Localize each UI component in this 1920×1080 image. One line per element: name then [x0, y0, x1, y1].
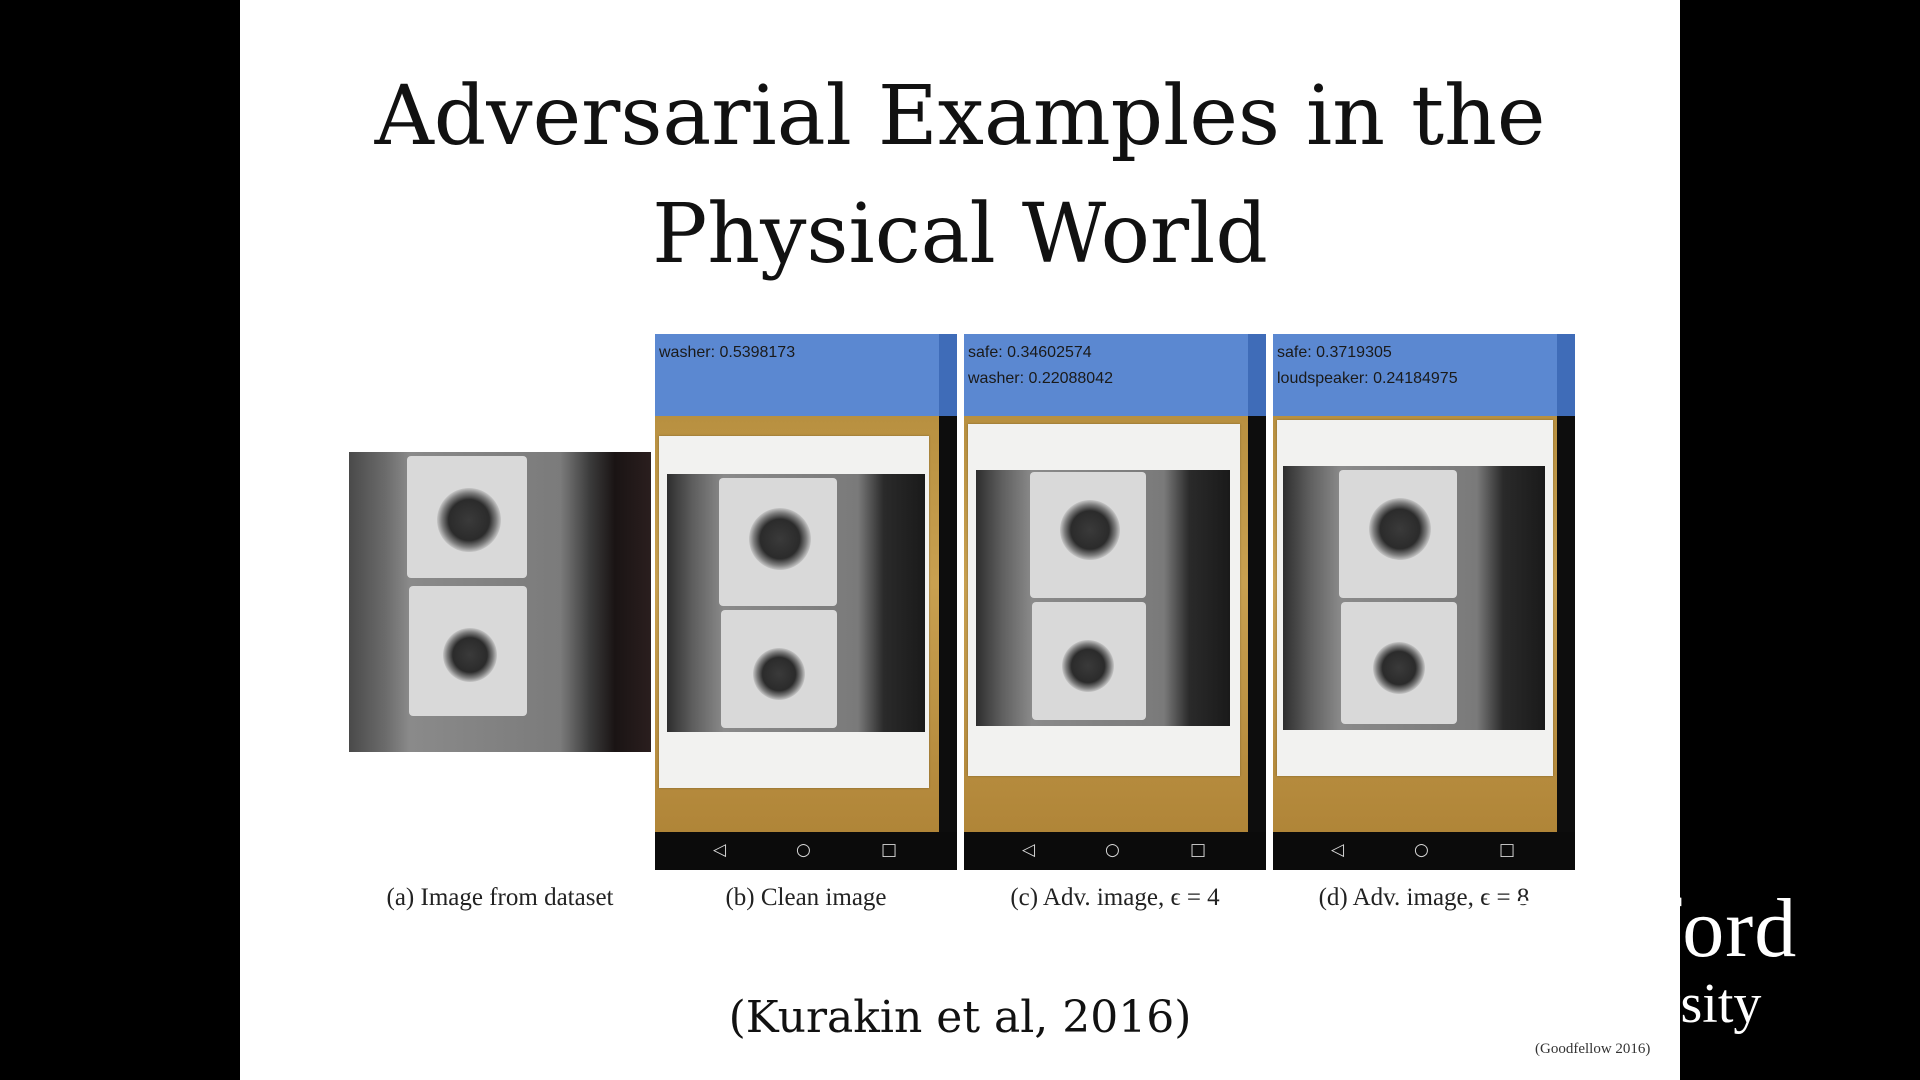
prediction-label-1: safe: 0.3719305 [1277, 344, 1392, 361]
android-nav-bar: ◁ ○ □ [1273, 832, 1575, 870]
stanford-logo-line2: University [1525, 973, 1762, 1035]
washer-door-bottom [443, 628, 497, 682]
printed-paper [968, 424, 1240, 776]
title-line-1: Adversarial Examples in the [374, 69, 1546, 164]
back-icon: ◁ [713, 840, 727, 860]
caption-a: (a) Image from dataset [386, 884, 614, 911]
phone-camera-view [655, 416, 939, 832]
dataset-image [349, 452, 651, 752]
printed-paper [1277, 420, 1553, 776]
printed-photo [976, 470, 1230, 726]
android-nav-bar: ◁ ○ □ [655, 832, 957, 870]
back-icon: ◁ [1022, 840, 1036, 860]
citation: (Kurakin et al, 2016) [728, 992, 1192, 1043]
caption-b: (b) Clean image [725, 884, 887, 911]
home-icon: ○ [1414, 840, 1429, 860]
home-icon: ○ [1105, 840, 1120, 860]
slide-title: Adversarial Examples in the Physical Wor… [240, 58, 1680, 294]
android-nav-bar: ◁ ○ □ [964, 832, 1266, 870]
printed-photo [667, 474, 925, 732]
phone-panel-adv-eps8: safe: 0.3719305 loudspeaker: 0.24184975 … [1273, 334, 1575, 870]
printed-paper [659, 436, 929, 788]
back-icon: ◁ [1331, 840, 1345, 860]
stanford-logo-line1: Stanford [1500, 882, 1798, 975]
recents-icon: □ [881, 840, 898, 860]
recents-icon: □ [1190, 840, 1207, 860]
title-line-2: Physical World [652, 187, 1268, 282]
phone-panel-clean: washer: 0.5398173 ◁ ○ □ [655, 334, 957, 870]
caption-d: (d) Adv. image, ϵ = 8 [1318, 884, 1530, 911]
washer-door-top [437, 488, 501, 552]
small-citation: (Goodfellow 2016) [1535, 1041, 1651, 1057]
slide: Adversarial Examples in the Physical Wor… [240, 0, 1680, 1080]
caption-c: (c) Adv. image, ϵ = 4 [1010, 884, 1220, 911]
prediction-label-1: washer: 0.5398173 [659, 344, 796, 361]
phone-panel-adv-eps4: safe: 0.34602574 washer: 0.22088042 ◁ ○ … [964, 334, 1266, 870]
prediction-label-2: loudspeaker: 0.24184975 [1277, 370, 1458, 387]
printed-photo [1283, 466, 1545, 730]
recents-icon: □ [1499, 840, 1516, 860]
prediction-label-2: washer: 0.22088042 [968, 370, 1113, 387]
prediction-bar: safe: 0.3719305 loudspeaker: 0.24184975 [1273, 334, 1575, 416]
prediction-bar: washer: 0.5398173 [655, 334, 957, 416]
prediction-bar: safe: 0.34602574 washer: 0.22088042 [964, 334, 1266, 416]
home-icon: ○ [796, 840, 811, 860]
phone-camera-view [1273, 416, 1557, 832]
prediction-label-1: safe: 0.34602574 [968, 344, 1092, 361]
phone-camera-view [964, 416, 1248, 832]
